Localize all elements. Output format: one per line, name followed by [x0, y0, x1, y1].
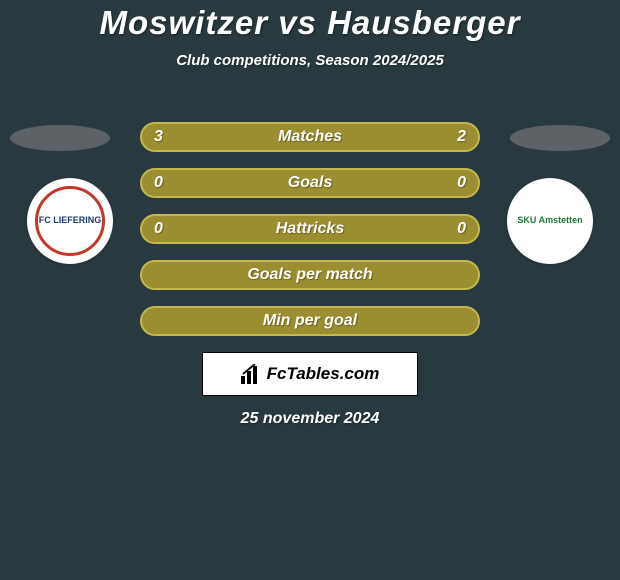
stat-label: Goals per match: [247, 266, 372, 284]
page-subtitle: Club competitions, Season 2024/2025: [0, 52, 620, 69]
comparison-card: Moswitzer vs Hausberger Club competition…: [0, 0, 620, 580]
brand-bars-icon: [241, 364, 263, 384]
brand-badge: FcTables.com: [202, 352, 418, 396]
stat-row: Matches 3 2: [140, 122, 480, 152]
stat-value-left: 0: [154, 174, 163, 192]
stat-value-right: 0: [457, 220, 466, 238]
stat-row: Goals 0 0: [140, 168, 480, 198]
stat-value-left: 3: [154, 128, 163, 146]
club-badge-left-label: FC LIEFERING: [35, 186, 105, 256]
club-badge-right-label: SKU Amstetten: [515, 186, 585, 256]
stats-table: Matches 3 2 Goals 0 0 Hattricks 0 0 Goals per mat…: [140, 122, 480, 352]
stat-label: Hattricks: [276, 220, 344, 238]
page-title: Moswitzer vs Hausberger: [0, 0, 620, 42]
stat-label: Min per goal: [263, 312, 357, 330]
stat-row: Hattricks 0 0: [140, 214, 480, 244]
player-left-silhouette: [10, 125, 110, 151]
stat-label: Matches: [278, 128, 342, 146]
brand-text: FcTables.com: [267, 364, 380, 384]
stat-value-right: 2: [457, 128, 466, 146]
player-right-silhouette: [510, 125, 610, 151]
stat-label: Goals: [288, 174, 332, 192]
stat-row: Goals per match: [140, 260, 480, 290]
stat-value-left: 0: [154, 220, 163, 238]
club-badge-right: SKU Amstetten: [507, 178, 593, 264]
stat-row: Min per goal: [140, 306, 480, 336]
generated-date: 25 november 2024: [241, 410, 380, 428]
club-badge-left: FC LIEFERING: [27, 178, 113, 264]
stat-value-right: 0: [457, 174, 466, 192]
